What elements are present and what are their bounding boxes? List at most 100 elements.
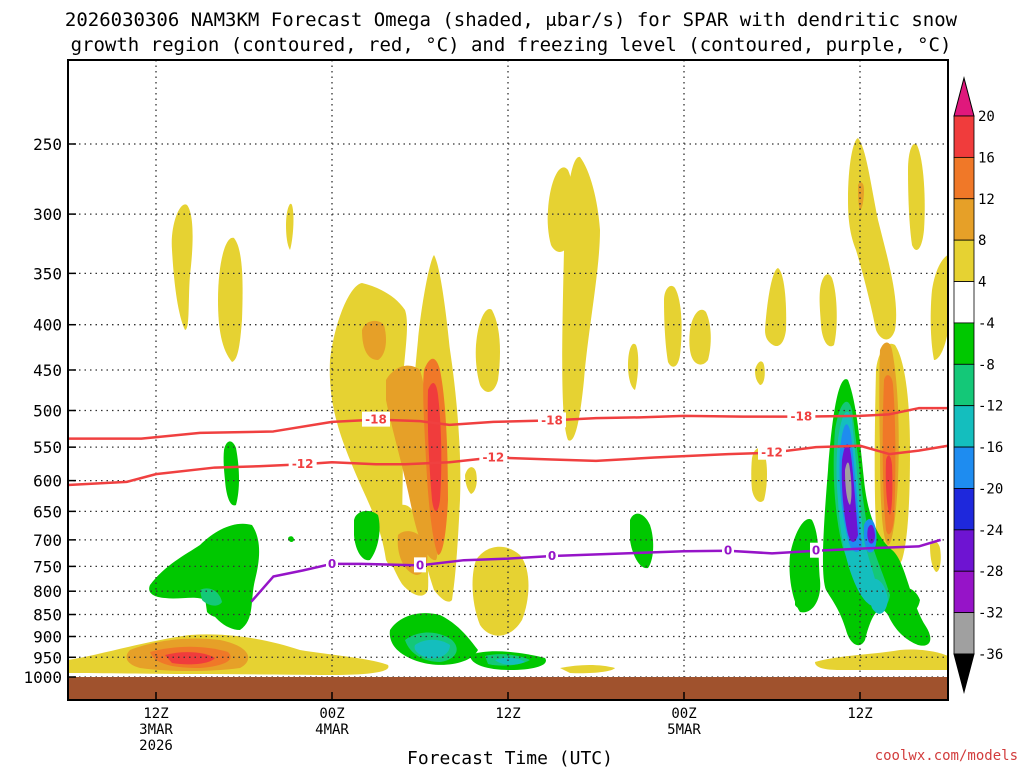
- shaded-region-4: [689, 309, 711, 365]
- shaded-region-neg4: [354, 510, 380, 561]
- y-tick-label: 250: [33, 135, 62, 154]
- colorbar-label: 8: [978, 233, 986, 249]
- shaded-region-4: [628, 343, 639, 390]
- contour-label: -12: [482, 450, 504, 464]
- contour-label-bg: [326, 555, 338, 571]
- colorbar-label: 12: [978, 192, 995, 208]
- x-tick-label: 00Z: [671, 706, 696, 722]
- y-tick-label: 750: [33, 557, 62, 576]
- colorbar-label: -24: [978, 523, 1003, 539]
- colorbar-label: 16: [978, 150, 995, 166]
- contour-label-bg: [546, 548, 558, 564]
- colorbar-swatch: [953, 488, 975, 531]
- temperature-contours: -18 -18 -18 -12 -12 -12 0 0 0 0 0: [67, 406, 949, 603]
- contour-label: 0: [812, 544, 820, 558]
- shaded-region-4: [930, 541, 941, 572]
- y-tick-label: 550: [33, 438, 62, 457]
- shaded-region-4: [765, 268, 787, 347]
- y-tick-label: 500: [33, 402, 62, 421]
- shaded-region-neg4: [223, 441, 239, 506]
- contour-label-bg: [758, 444, 786, 460]
- shaded-region-4: [218, 237, 243, 362]
- shaded-region-neg24: [867, 524, 875, 544]
- x-tick-label: 3MAR: [139, 722, 173, 738]
- shaded-region-4: [930, 255, 948, 360]
- x-tick-label: 5MAR: [667, 722, 701, 738]
- contour-label-bg: [787, 408, 816, 424]
- y-tick-label: 950: [33, 648, 62, 667]
- shaded-region-4: [664, 285, 682, 367]
- colorbar-label: -4: [978, 316, 995, 332]
- y-tick-label: 700: [33, 531, 62, 550]
- shaded-region-4: [815, 649, 948, 670]
- x-tick-label: 12Z: [143, 706, 168, 722]
- x-tick-label: 00Z: [319, 706, 344, 722]
- y-tick-label: 800: [33, 582, 62, 601]
- shaded-region-4: [819, 274, 837, 347]
- y-tick-label: 1000: [23, 668, 62, 687]
- y-tick-label: 450: [33, 361, 62, 380]
- terrain-band: [68, 677, 948, 700]
- y-tick-label: 400: [33, 316, 62, 335]
- colorbar-swatch: [953, 156, 975, 200]
- colorbar-swatch: [953, 281, 975, 324]
- shaded-region-neg4: [149, 523, 260, 630]
- shaded-region-4: [171, 204, 193, 330]
- colorbar-swatch: [953, 570, 975, 614]
- credit-text: coolwx.com/models: [875, 748, 1018, 764]
- x-tick-label: 4MAR: [315, 722, 349, 738]
- shaded-region-neg12: [495, 657, 525, 665]
- contour-label-bg: [722, 542, 734, 558]
- contour-label: -12: [292, 457, 314, 471]
- colorbar-swatch: [953, 322, 975, 365]
- contour-label: -12: [761, 446, 783, 460]
- colorbar-swatch: [953, 198, 975, 241]
- shaded-region-16: [427, 383, 442, 512]
- contour-label-bg: [810, 542, 822, 558]
- contour-label-bg: [362, 411, 390, 427]
- colorbar-label: -16: [978, 440, 1003, 456]
- colorbar-swatch: [953, 612, 975, 655]
- chart-title-line1: 2026030306 NAM3KM Forecast Omega (shaded…: [65, 9, 958, 31]
- contour-label-bg: [288, 456, 317, 472]
- contour-label: 0: [416, 558, 424, 572]
- colorbar-swatch: [953, 405, 975, 448]
- y-axis-ticks: 250 300 350 400 450 500 550 600 650 700 750 800 850 9…: [23, 135, 76, 687]
- colorbar-swatch: [953, 363, 975, 407]
- contour-label-bg: [479, 449, 508, 465]
- y-tick-label: 600: [33, 472, 62, 491]
- contour-label: 0: [548, 549, 556, 563]
- colorbar-swatch: [953, 446, 975, 489]
- shaded-region-4: [560, 665, 615, 674]
- x-tick-label: 12Z: [495, 706, 520, 722]
- shaded-region-neg8: [200, 588, 222, 606]
- colorbar-label: 20: [978, 109, 995, 125]
- colorbar-label: -36: [978, 647, 1003, 663]
- x-tick-label: 2026: [139, 738, 173, 754]
- shaded-region-4: [286, 203, 294, 250]
- shaded-region-neg12: [868, 578, 888, 614]
- colorbar-label: -12: [978, 399, 1003, 415]
- shaded-region-16: [885, 455, 893, 515]
- shaded-region-4: [751, 448, 767, 502]
- x-axis-label: Forecast Time (UTC): [407, 748, 613, 768]
- shaded-region-neg4: [288, 536, 294, 543]
- contour-label: -18: [365, 413, 387, 427]
- contour-label: 0: [724, 544, 732, 558]
- shaded-region-neg4: [795, 592, 806, 609]
- shaded-region-4: [908, 143, 925, 250]
- contour-label-bg: [538, 412, 566, 428]
- shaded-region-neg4: [630, 513, 654, 569]
- y-tick-label: 850: [33, 606, 62, 625]
- colorbar-top-triangle: [953, 76, 975, 117]
- contour-label: -18: [790, 410, 812, 424]
- omega-shading: [68, 138, 948, 675]
- colorbar-label: -28: [978, 564, 1003, 580]
- shaded-region-16: [165, 652, 215, 665]
- colorbar: 20 16 12 8 4 -4 -8 -12 -16 -20 -24 -28 -32 -36: [953, 76, 1003, 694]
- colorbar-label: -32: [978, 606, 1003, 622]
- colorbar-label: -20: [978, 481, 1003, 497]
- y-tick-label: 350: [33, 264, 62, 283]
